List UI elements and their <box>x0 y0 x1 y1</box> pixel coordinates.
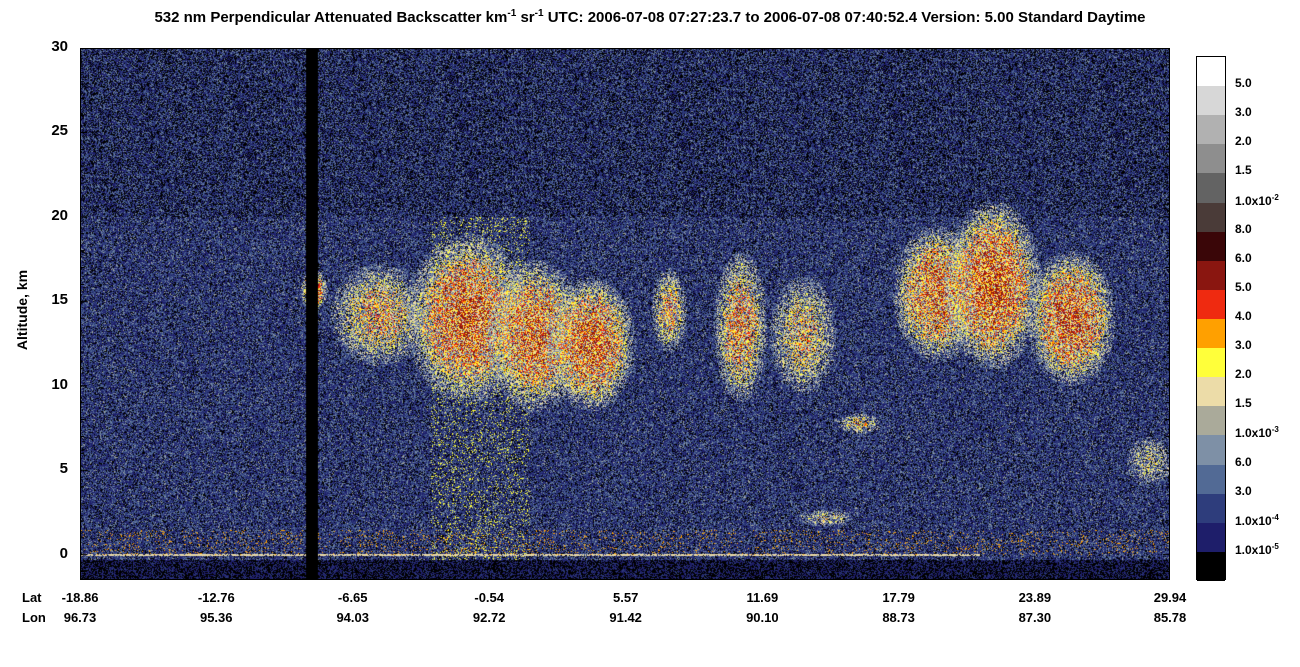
colorbar-segment <box>1197 231 1225 262</box>
x-tick-label: 23.89 <box>1018 590 1052 605</box>
colorbar-label: 6.0 <box>1235 250 1252 265</box>
colorbar-segment <box>1197 406 1225 436</box>
y-tick-label: 5 <box>59 460 68 478</box>
colorbar-segment <box>1197 289 1225 320</box>
colorbar-segment <box>1197 144 1225 174</box>
y-axis-label: Altitude, km <box>14 269 30 351</box>
backscatter-image <box>80 48 1170 580</box>
x-tick-label: -12.76 <box>197 590 235 605</box>
x-tick-label: 85.78 <box>1153 610 1187 625</box>
colorbar-label: 2.0 <box>1235 367 1252 382</box>
colorbar-segment <box>1197 551 1225 582</box>
colorbar-label: 2.0 <box>1235 134 1252 149</box>
x-tick-label: 94.03 <box>336 610 369 625</box>
chart-title: 532 nm Perpendicular Attenuated Backscat… <box>154 8 1146 26</box>
colorbar-label: 1.0x10-4 <box>1235 512 1279 528</box>
colorbar-segment <box>1197 377 1225 407</box>
plot-border <box>80 48 1170 580</box>
colorbar-label: 1.0x10-3 <box>1235 425 1279 441</box>
colorbar-label: 5.0 <box>1235 279 1252 294</box>
x-tick-label: 87.30 <box>1018 610 1052 625</box>
colorbar-segment <box>1197 348 1225 378</box>
colorbar-segment <box>1197 115 1225 145</box>
colorbar-segment <box>1197 319 1225 349</box>
y-tick-label: 25 <box>51 122 68 140</box>
colorbar-segment <box>1197 173 1225 204</box>
x-tick-label: 17.79 <box>882 590 915 605</box>
y-tick-label: 10 <box>51 375 68 393</box>
colorbar-label: 3.0 <box>1235 338 1252 353</box>
colorbar-label: 1.0x10-5 <box>1235 541 1279 557</box>
x-tick-label: 29.94 <box>1153 590 1187 605</box>
x-tick-label: 5.57 <box>613 590 639 605</box>
x-tick-label: 96.73 <box>63 610 97 625</box>
colorbar-segment <box>1197 522 1225 553</box>
colorbar-label: 5.0 <box>1235 76 1252 91</box>
colorbar-label: 1.5 <box>1235 163 1252 178</box>
colorbar-label: 6.0 <box>1235 454 1252 469</box>
colorbar <box>1196 56 1226 582</box>
colorbar-segment <box>1197 260 1225 291</box>
x-row-label: Lat <box>22 590 42 605</box>
y-tick-label: 30 <box>51 38 68 55</box>
y-tick-label: 15 <box>51 291 68 309</box>
colorbar-label: 1.5 <box>1235 396 1252 411</box>
x-row-label: Lon <box>22 610 46 625</box>
colorbar-segment <box>1197 86 1225 116</box>
colorbar-segment <box>1197 464 1225 495</box>
x-tick-label: 90.10 <box>746 610 779 625</box>
colorbar-segment <box>1197 435 1225 466</box>
x-tick-label: 91.42 <box>609 610 642 625</box>
x-tick-label: -18.86 <box>61 590 99 605</box>
colorbar-label: 3.0 <box>1235 483 1252 498</box>
x-tick-label: 92.72 <box>472 610 506 625</box>
y-tick-label: 0 <box>59 544 68 562</box>
colorbar-segment <box>1197 57 1225 87</box>
colorbar-segment <box>1197 493 1225 524</box>
x-tick-label: 88.73 <box>882 610 915 625</box>
y-tick-label: 20 <box>51 206 68 224</box>
colorbar-label: 3.0 <box>1235 105 1252 120</box>
colorbar-label: 4.0 <box>1235 309 1252 323</box>
x-tick-label: 95.36 <box>199 610 233 625</box>
colorbar-label: 8.0 <box>1235 221 1252 236</box>
backscatter-plot <box>80 48 1170 580</box>
x-tick-label: -0.54 <box>474 590 504 605</box>
x-tick-label: -6.65 <box>337 590 368 605</box>
colorbar-segment <box>1197 202 1225 233</box>
plot-axes <box>80 48 1170 580</box>
colorbar-label: 1.0x10-2 <box>1235 192 1279 208</box>
x-tick-label: 11.69 <box>746 590 779 605</box>
